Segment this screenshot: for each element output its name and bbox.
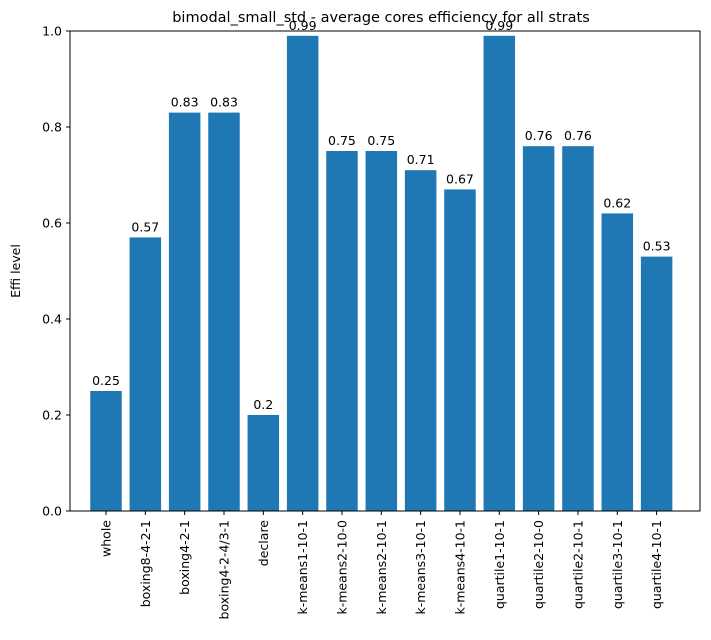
x-axis: whole boxing8-4-2-1 boxing4-2-1 boxing4-2-4…	[99, 511, 664, 619]
bar-6	[326, 151, 358, 511]
x-tick-label-7: k-means2-10-1	[374, 520, 389, 615]
bar-14	[640, 256, 673, 511]
bar-0	[90, 391, 122, 511]
data-label-4: 0.2	[253, 397, 273, 412]
y-axis-label: Effi level	[8, 244, 23, 298]
bar-9	[444, 189, 476, 511]
bar-8	[404, 170, 437, 511]
y-tick-label-0: 0.0	[42, 504, 62, 519]
data-label-3: 0.83	[210, 95, 238, 110]
bar-7	[365, 151, 398, 511]
y-tick-label-5: 1.0	[42, 24, 62, 39]
data-label-6: 0.75	[328, 133, 356, 148]
data-label-14: 0.53	[643, 239, 671, 254]
chart-title: bimodal_small_std - average cores effici…	[172, 10, 590, 26]
y-tick-label-2: 0.4	[42, 312, 62, 327]
x-tick-label-5: k-means1-10-1	[295, 520, 310, 615]
x-tick-label-14: quartile4-10-1	[649, 520, 664, 609]
bar-2	[168, 112, 201, 511]
bar-1	[129, 237, 162, 511]
plot-frame	[69, 30, 701, 512]
x-tick-label-10: quartile1-10-1	[492, 520, 507, 609]
x-tick-label-4: declare	[256, 520, 271, 566]
y-tick-label-4: 0.8	[42, 120, 62, 135]
x-tick-label-2: boxing4-2-1	[177, 520, 192, 595]
x-tick-label-0: whole	[99, 520, 114, 557]
y-axis: 0.0 0.2 0.4 0.6 0.8 1.0	[42, 24, 70, 519]
x-tick-label-12: quartile2-10-1	[570, 520, 585, 609]
bar-3	[208, 112, 240, 511]
bars-layer	[90, 35, 673, 512]
data-label-5: 0.99	[289, 18, 317, 33]
data-label-8: 0.71	[407, 152, 435, 167]
bar-13	[601, 213, 634, 511]
data-label-13: 0.62	[603, 195, 631, 210]
x-tick-label-8: k-means3-10-1	[413, 520, 428, 615]
x-tick-label-1: boxing8-4-2-1	[138, 520, 153, 607]
data-label-11: 0.76	[525, 128, 553, 143]
data-label-7: 0.75	[367, 133, 395, 148]
bar-12	[562, 146, 594, 511]
bar-4	[247, 415, 280, 511]
x-tick-label-3: boxing4-2-4/3-1	[216, 520, 231, 619]
data-label-10: 0.99	[485, 18, 513, 33]
bar-10	[483, 35, 516, 512]
y-tick-label-3: 0.6	[42, 216, 62, 231]
x-tick-label-9: k-means4-10-1	[452, 520, 467, 615]
x-tick-label-11: quartile2-10-0	[531, 520, 546, 609]
x-tick-label-6: k-means2-10-0	[334, 520, 349, 615]
x-tick-label-13: quartile3-10-1	[610, 520, 625, 609]
data-labels-layer: 0.25 0.57 0.83 0.83 0.2 0.99 0.75 0.75 0.71 0.67 0…	[92, 18, 670, 412]
bar-5	[286, 35, 319, 512]
data-label-0: 0.25	[92, 373, 120, 388]
data-label-9: 0.67	[446, 171, 474, 186]
y-tick-label-1: 0.2	[42, 408, 62, 423]
data-label-1: 0.57	[131, 219, 159, 234]
data-label-12: 0.76	[564, 128, 592, 143]
data-label-2: 0.83	[171, 95, 199, 110]
bar-11	[522, 146, 555, 511]
